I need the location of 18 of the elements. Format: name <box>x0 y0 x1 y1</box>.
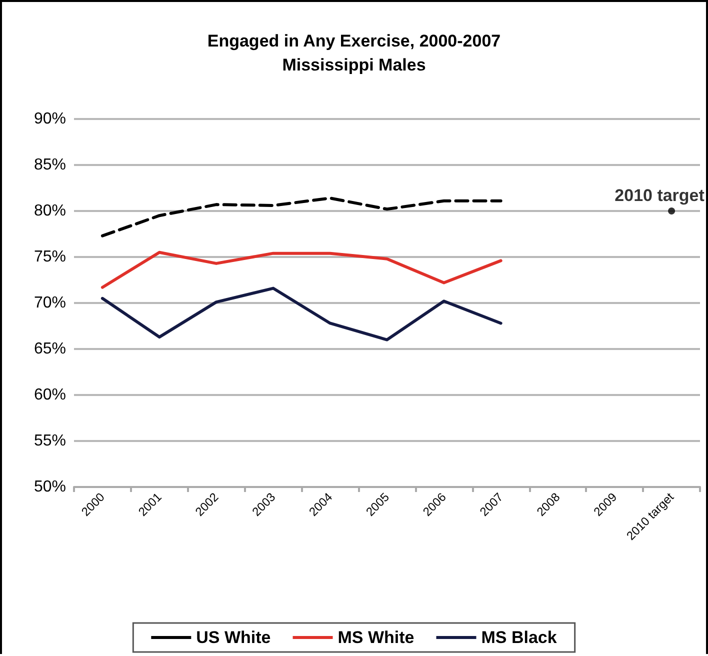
y-tick-label: 90% <box>34 110 66 128</box>
y-tick-label: 65% <box>34 340 66 358</box>
y-tick-label: 55% <box>34 432 66 450</box>
legend-label: MS White <box>338 628 414 647</box>
legend-label: US White <box>196 628 271 647</box>
y-tick-label: 85% <box>34 156 66 174</box>
y-tick-label: 80% <box>34 202 66 220</box>
line-series <box>100 196 502 238</box>
annotation: 2010 target <box>614 186 705 205</box>
line-series <box>100 286 502 342</box>
chart-title: Engaged in Any Exercise, 2000-2007 <box>207 32 501 50</box>
y-tick-label: 60% <box>34 386 66 404</box>
y-tick-label: 50% <box>34 478 66 496</box>
y-tick-label: 70% <box>34 294 66 312</box>
line-series <box>100 250 502 289</box>
chart-subtitle: Mississippi Males <box>282 56 426 74</box>
legend-label: MS Black <box>481 628 558 647</box>
y-tick-label: 75% <box>34 248 66 266</box>
